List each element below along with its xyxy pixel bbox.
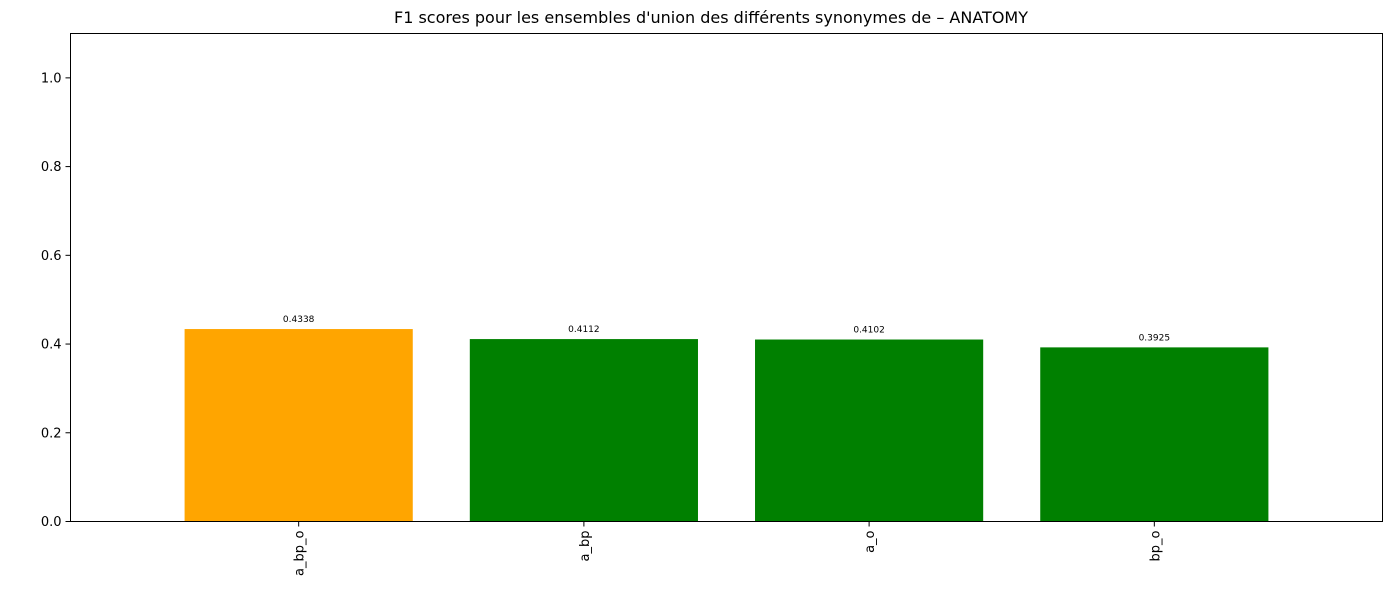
bar-a_bp_o (184, 329, 413, 522)
value-label-a_bp: 0.4112 (568, 325, 600, 335)
value-label-a_o: 0.4102 (853, 326, 885, 336)
y-tick-label-0.6: 0.6 (41, 249, 62, 264)
x-tick-label-a_bp_o: a_bp_o (293, 530, 308, 575)
y-tick-label-0.2: 0.2 (41, 426, 62, 441)
x-tick-label-a_bp: a_bp (578, 531, 593, 562)
y-axis: 0.0 0.2 0.4 0.6 0.8 1.0 (41, 71, 71, 530)
value-label-bp_o: 0.3925 (1139, 333, 1171, 343)
y-tick-label-1.0: 1.0 (41, 71, 62, 86)
value-labels-group: 0.4338 0.4112 0.4102 0.3925 (283, 315, 1170, 343)
y-tick-label-0.4: 0.4 (41, 338, 62, 353)
chart-title: F1 scores pour les ensembles d'union des… (394, 8, 1028, 27)
x-tick-label-a_o: a_o (863, 530, 878, 552)
x-axis: a_bp_o a_bp a_o bp_o (293, 521, 1163, 576)
x-tick-label-bp_o: bp_o (1148, 530, 1163, 561)
bar-a_o (755, 339, 984, 522)
bars-group (184, 329, 1269, 522)
value-label-a_bp_o: 0.4338 (283, 315, 315, 325)
y-tick-label-0.8: 0.8 (41, 160, 62, 175)
y-tick-label-0.0: 0.0 (41, 515, 62, 530)
bar-bp_o (1040, 347, 1269, 522)
bar-a_bp (469, 339, 698, 522)
plot-frame (70, 33, 1383, 522)
